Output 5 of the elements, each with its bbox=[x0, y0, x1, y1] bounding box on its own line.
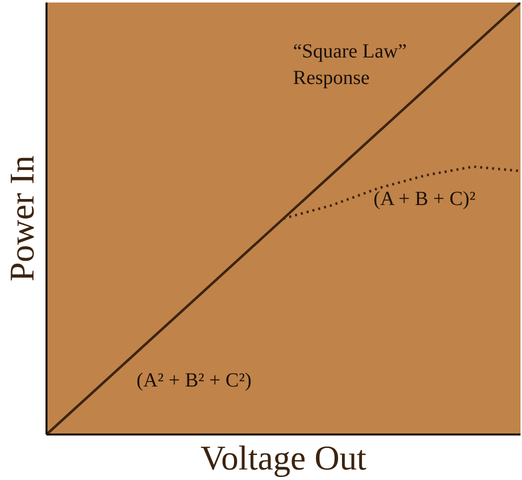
annotation: (A² + B² + C²) bbox=[136, 369, 252, 392]
x-axis-title: Voltage Out bbox=[200, 440, 367, 478]
annotation: (A + B + C)² bbox=[374, 188, 476, 210]
annotation: “Square Law” Response bbox=[292, 40, 407, 89]
y-axis-title: Power In bbox=[4, 155, 42, 282]
